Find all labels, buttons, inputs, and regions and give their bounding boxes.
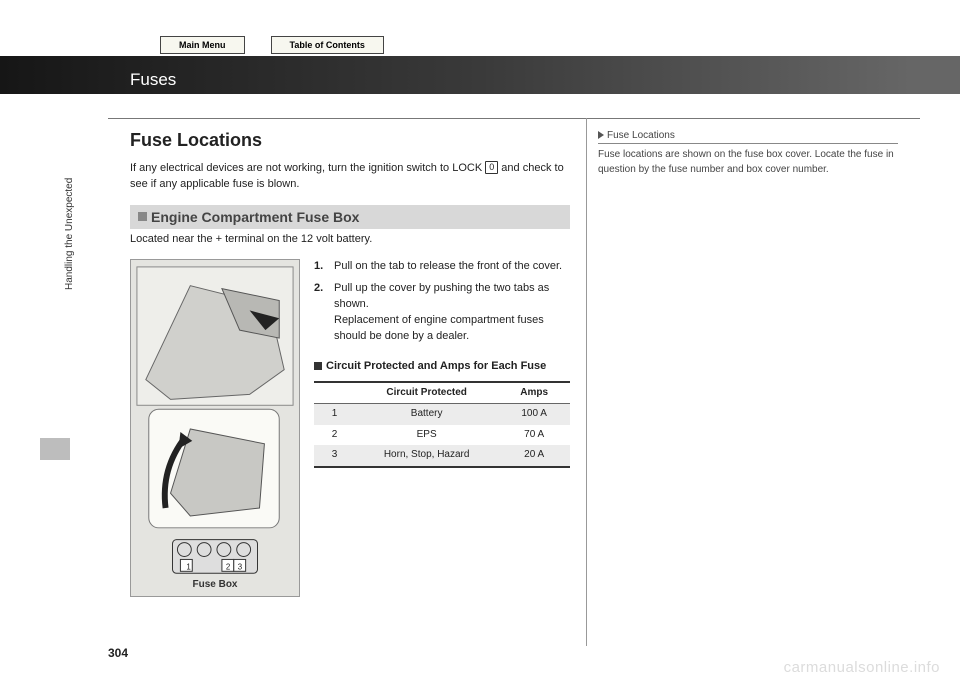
list-item: 2. Pull up the cover by pushing the two …: [314, 281, 570, 345]
chapter-tab-label: Handling the Unexpected: [64, 178, 75, 290]
square-bullet-icon: [314, 362, 322, 370]
triangle-icon: [598, 131, 604, 139]
content-area: Fuse Locations If any electrical devices…: [130, 130, 900, 597]
fuse-table: Circuit Protected Amps 1 Battery 100 A: [314, 381, 570, 468]
side-note-column: Fuse Locations Fuse locations are shown …: [598, 130, 898, 597]
list-item: 1. Pull on the tab to release the front …: [314, 259, 570, 275]
cell-num: 1: [314, 404, 355, 425]
table-row: 2 EPS 70 A: [314, 425, 570, 446]
step-text-line: Pull up the cover by pushing the two tab…: [334, 282, 549, 310]
intro-text-pre: If any electrical devices are not workin…: [130, 162, 485, 174]
step-text-line: Replacement of engine compartment fuses …: [334, 314, 544, 342]
subsection-title: Engine Compartment Fuse Box: [151, 209, 359, 225]
intro-paragraph: If any electrical devices are not workin…: [130, 161, 570, 193]
figure-and-steps-row: 1 2 3 Fuse Box 1. Pull on the tab to rel…: [130, 259, 570, 597]
col-circuit: Circuit Protected: [355, 382, 498, 404]
subsection-desc: Located near the + terminal on the 12 vo…: [130, 233, 570, 245]
table-header-row: Circuit Protected Amps: [314, 382, 570, 404]
sidenote-heading: Fuse Locations: [598, 130, 898, 144]
main-menu-button[interactable]: Main Menu: [160, 36, 245, 54]
sidenote-heading-text: Fuse Locations: [607, 130, 675, 141]
subsection-heading: Engine Compartment Fuse Box: [130, 205, 570, 229]
page-number: 304: [108, 646, 128, 660]
steps-column: 1. Pull on the tab to release the front …: [314, 259, 570, 597]
cell-circuit: Horn, Stop, Hazard: [355, 445, 498, 467]
cell-num: 3: [314, 445, 355, 467]
step-text: Pull on the tab to release the front of …: [334, 259, 562, 275]
steps-list: 1. Pull on the tab to release the front …: [314, 259, 570, 345]
cell-amps: 20 A: [498, 445, 570, 467]
cell-amps: 70 A: [498, 425, 570, 446]
table-heading-text: Circuit Protected and Amps for Each Fuse: [326, 359, 546, 375]
figure-caption: Fuse Box: [131, 579, 299, 590]
thumb-index-tab: [40, 438, 70, 460]
table-row: 3 Horn, Stop, Hazard 20 A: [314, 445, 570, 467]
watermark: carmanualsonline.info: [784, 659, 940, 676]
cell-circuit: Battery: [355, 404, 498, 425]
svg-text:3: 3: [238, 562, 243, 571]
header-bar: Fuses: [0, 56, 960, 94]
col-amps: Amps: [498, 382, 570, 404]
toc-button[interactable]: Table of Contents: [271, 36, 384, 54]
manual-page: Main Menu Table of Contents Fuses Handli…: [0, 0, 960, 686]
divider: [108, 118, 920, 119]
step-number: 1.: [314, 259, 328, 275]
fuse-box-illustration: 1 2 3: [131, 260, 299, 596]
nav-bar: Main Menu Table of Contents: [160, 36, 384, 54]
section-title: Fuse Locations: [130, 130, 570, 151]
cell-num: 2: [314, 425, 355, 446]
square-bullet-icon: [138, 212, 147, 221]
svg-text:2: 2: [226, 562, 230, 571]
sidenote-body: Fuse locations are shown on the fuse box…: [598, 148, 898, 177]
step-number: 2.: [314, 281, 328, 345]
table-heading: Circuit Protected and Amps for Each Fuse: [314, 359, 570, 375]
cell-circuit: EPS: [355, 425, 498, 446]
table-row: 1 Battery 100 A: [314, 404, 570, 425]
cell-amps: 100 A: [498, 404, 570, 425]
ignition-key-icon: 0: [485, 161, 498, 174]
header-title: Fuses: [130, 70, 176, 90]
main-column: Fuse Locations If any electrical devices…: [130, 130, 570, 597]
svg-text:1: 1: [186, 562, 190, 571]
col-num: [314, 382, 355, 404]
step-text: Pull up the cover by pushing the two tab…: [334, 281, 570, 345]
fuse-box-figure: 1 2 3 Fuse Box: [130, 259, 300, 597]
